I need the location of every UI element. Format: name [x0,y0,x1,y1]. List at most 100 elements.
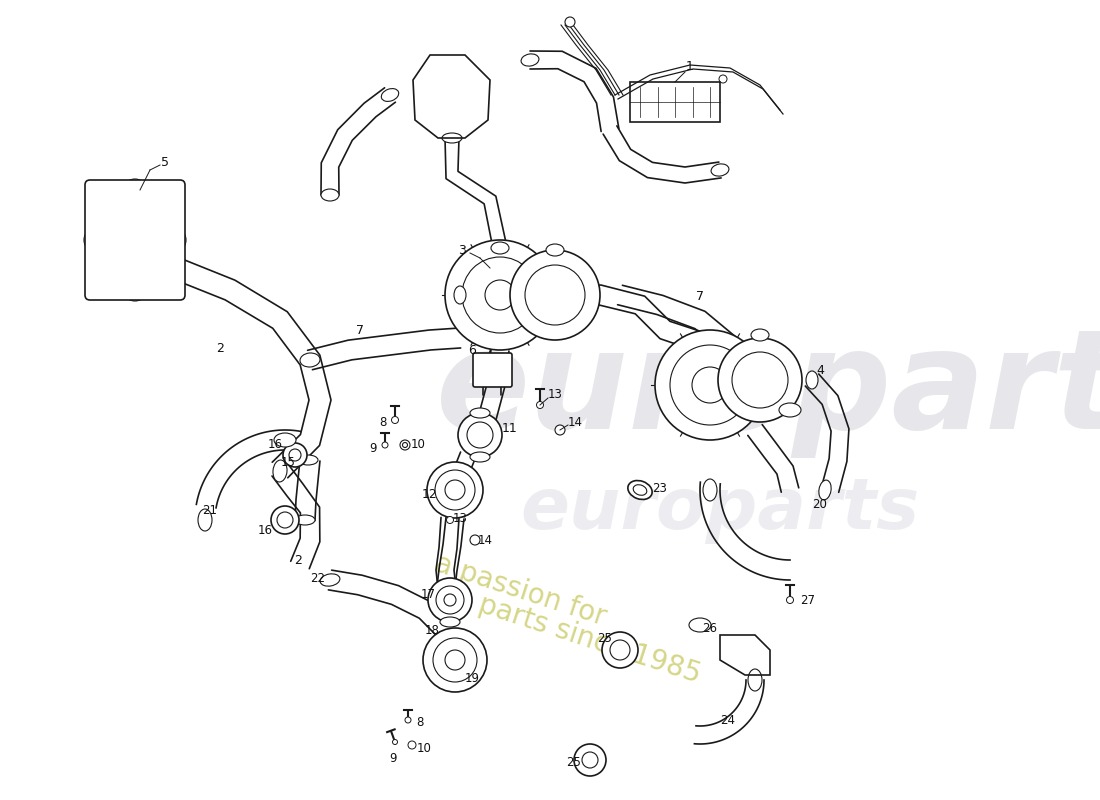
Circle shape [444,594,456,606]
Ellipse shape [298,455,318,465]
Text: 16: 16 [257,523,273,537]
Text: europarts: europarts [437,322,1100,458]
Text: 8: 8 [416,717,424,730]
Ellipse shape [126,179,144,191]
Ellipse shape [295,515,315,525]
Circle shape [602,632,638,668]
Ellipse shape [806,371,818,389]
Text: 26: 26 [703,622,717,634]
Ellipse shape [491,242,509,254]
Circle shape [271,506,299,534]
Circle shape [100,205,170,275]
Text: 9: 9 [389,751,397,765]
Circle shape [446,480,465,500]
Text: 21: 21 [202,503,218,517]
Ellipse shape [174,231,186,249]
Circle shape [447,517,453,523]
Circle shape [428,578,472,622]
Text: 19: 19 [464,671,480,685]
Circle shape [719,75,727,83]
Circle shape [400,440,410,450]
Text: 16: 16 [267,438,283,451]
Ellipse shape [779,403,801,417]
Ellipse shape [546,244,564,256]
Text: parts since 1985: parts since 1985 [475,591,705,689]
Circle shape [582,752,598,768]
Text: 25: 25 [597,631,613,645]
Circle shape [654,330,764,440]
Circle shape [392,417,398,423]
Text: a passion for: a passion for [431,549,609,631]
FancyBboxPatch shape [473,353,512,387]
Circle shape [424,628,487,692]
Circle shape [537,402,543,409]
Ellipse shape [521,54,539,66]
Circle shape [283,443,307,467]
Text: 20: 20 [813,498,827,511]
Circle shape [433,638,477,682]
Circle shape [408,741,416,749]
Circle shape [692,367,728,403]
Text: 27: 27 [801,594,815,606]
Circle shape [116,220,155,260]
Ellipse shape [300,353,320,367]
Text: 7: 7 [356,323,364,337]
FancyBboxPatch shape [85,180,185,300]
Circle shape [468,422,493,448]
Ellipse shape [273,460,287,482]
Circle shape [434,470,475,510]
Circle shape [470,535,480,545]
Circle shape [565,17,575,27]
Circle shape [403,442,407,447]
Ellipse shape [320,574,340,586]
Ellipse shape [628,481,652,499]
Text: 7: 7 [696,290,704,303]
Text: 14: 14 [477,534,493,546]
Text: europarts: europarts [520,475,920,545]
Text: 10: 10 [410,438,426,451]
Text: 14: 14 [568,415,583,429]
Circle shape [436,586,464,614]
Circle shape [485,280,515,310]
Text: 5: 5 [161,155,169,169]
Ellipse shape [442,133,462,143]
Text: 6: 6 [469,343,476,357]
Ellipse shape [751,329,769,341]
Circle shape [525,265,585,325]
Text: 1: 1 [686,61,694,74]
Ellipse shape [440,617,460,627]
Ellipse shape [703,479,717,501]
Circle shape [718,338,802,422]
Text: 13: 13 [452,511,468,525]
Text: 3: 3 [458,243,466,257]
Ellipse shape [470,408,490,418]
Circle shape [405,717,411,723]
Circle shape [670,345,750,425]
Ellipse shape [126,289,144,301]
Ellipse shape [711,164,729,176]
Ellipse shape [470,452,490,462]
Circle shape [786,597,793,603]
Text: 25: 25 [566,755,582,769]
Ellipse shape [748,669,762,691]
Circle shape [446,650,465,670]
Circle shape [382,442,388,448]
Text: 2: 2 [216,342,224,354]
Circle shape [610,640,630,660]
Circle shape [427,462,483,518]
Circle shape [732,352,788,408]
Text: 18: 18 [425,623,439,637]
Ellipse shape [689,618,711,632]
Text: 12: 12 [422,489,438,502]
Text: 9: 9 [370,442,376,454]
Ellipse shape [84,231,96,249]
Circle shape [446,240,556,350]
Circle shape [277,512,293,528]
Ellipse shape [274,433,296,447]
Text: 23: 23 [652,482,668,494]
Text: 4: 4 [816,363,824,377]
Text: 22: 22 [310,571,326,585]
Circle shape [393,739,397,745]
Text: 11: 11 [502,422,518,434]
Text: 15: 15 [280,455,296,469]
